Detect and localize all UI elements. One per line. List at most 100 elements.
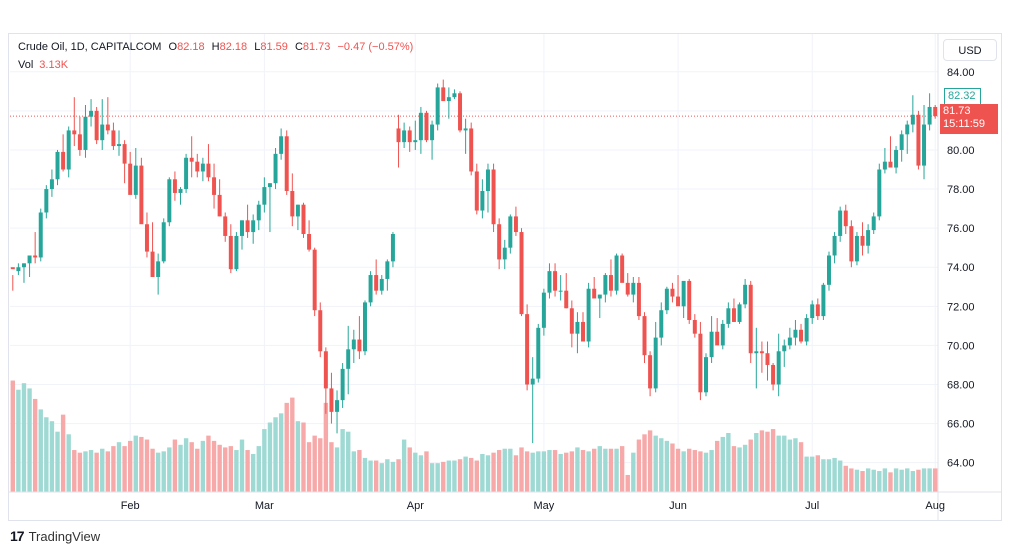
time-tick-label: Mar xyxy=(255,500,274,512)
candle-body xyxy=(759,351,764,354)
candle-body xyxy=(748,284,753,354)
candle-body xyxy=(720,323,725,346)
volume-bar xyxy=(765,431,770,492)
volume-bar xyxy=(267,422,273,492)
open-label: O xyxy=(168,41,178,53)
volume-bar xyxy=(513,455,519,492)
candle-body xyxy=(799,329,804,342)
candle-body xyxy=(72,130,77,135)
volume-bar xyxy=(865,468,871,492)
volume-bar xyxy=(558,453,563,492)
last-price-value: 81.73 xyxy=(943,105,971,117)
candle-body xyxy=(413,140,418,143)
candle-body xyxy=(335,400,340,412)
candle-body xyxy=(38,212,43,258)
volume-bar xyxy=(357,450,362,492)
volume-bar xyxy=(200,440,206,492)
candle-body xyxy=(737,304,742,322)
candle-body xyxy=(418,112,423,141)
high-price-tag: 82.32 xyxy=(944,88,981,105)
volume-bar xyxy=(793,438,798,492)
candle-body xyxy=(172,179,177,193)
volume-bar xyxy=(815,455,821,492)
candle-body xyxy=(284,136,289,191)
time-axis: Feb Mar Apr May Jun Jul Aug xyxy=(121,500,945,512)
volume-bar xyxy=(116,442,122,492)
volume-bar xyxy=(508,448,513,492)
volume-bar xyxy=(72,450,77,492)
volume-bar xyxy=(239,439,245,492)
candle-body xyxy=(100,124,105,141)
chart-frame[interactable] xyxy=(8,33,1002,521)
candle-body xyxy=(569,308,574,334)
volume-bar xyxy=(927,468,932,492)
volume-bar xyxy=(759,430,765,492)
volume-bar xyxy=(692,450,698,492)
candle-body xyxy=(200,163,205,172)
close-label: C xyxy=(294,41,303,53)
candle-body xyxy=(195,161,200,172)
candle-body xyxy=(888,161,893,168)
candle-body xyxy=(910,114,915,125)
high-label: H xyxy=(211,41,220,53)
low-label: L xyxy=(254,41,261,53)
bar-countdown: 15:11:59 xyxy=(943,118,986,130)
candle-body xyxy=(295,204,300,217)
volume-bar xyxy=(127,440,133,492)
candle-body xyxy=(804,318,809,342)
time-tick-label: Jun xyxy=(669,500,687,512)
volume-bar xyxy=(480,453,485,492)
volume-bar xyxy=(446,460,452,492)
candlesticks xyxy=(10,79,938,444)
candle-body xyxy=(480,191,485,211)
volume-bar xyxy=(189,442,194,492)
candle-body xyxy=(111,130,116,147)
candle-body xyxy=(547,271,552,293)
volume-bar xyxy=(619,446,625,492)
candle-body xyxy=(83,116,88,150)
symbol-name[interactable]: Crude Oil, 1D, CAPITALCOM xyxy=(18,41,162,53)
volume-bar xyxy=(161,451,166,492)
candle-body xyxy=(541,292,546,328)
candle-body xyxy=(776,351,781,385)
candle-body xyxy=(184,157,189,190)
volume-bar xyxy=(703,452,709,492)
candle-body xyxy=(922,124,927,166)
candle-body xyxy=(905,124,910,135)
volume-bar xyxy=(155,452,161,492)
volume-bar xyxy=(295,421,301,492)
volume-bar xyxy=(888,472,893,492)
candle-body xyxy=(933,106,938,117)
candle-body xyxy=(614,255,619,291)
candle-body xyxy=(44,189,49,213)
candle-body xyxy=(664,288,669,311)
candle-body xyxy=(866,230,871,246)
time-tick-label: Apr xyxy=(407,500,424,512)
candle-body xyxy=(128,163,133,195)
volume-bar xyxy=(541,451,547,492)
volume-bar xyxy=(720,436,725,492)
volume-bar xyxy=(323,402,329,492)
candle-body xyxy=(838,210,843,236)
candle-body xyxy=(161,222,166,262)
volume-label[interactable]: Vol xyxy=(18,59,34,71)
candle-body xyxy=(144,224,149,252)
high-value: 82.18 xyxy=(219,41,248,53)
candle-body xyxy=(351,339,356,350)
tradingview-brand[interactable]: 17 TradingView xyxy=(10,528,100,544)
candle-body xyxy=(446,97,451,102)
candle-body xyxy=(189,157,194,162)
volume-bar xyxy=(49,421,55,492)
candle-body xyxy=(318,310,323,352)
volume-bar xyxy=(469,457,474,492)
candle-body xyxy=(357,339,362,352)
price-tick-label: 80.00 xyxy=(947,145,975,157)
volume-bar xyxy=(167,447,172,492)
candle-body xyxy=(525,314,530,385)
volume-bar xyxy=(122,446,127,492)
candle-body xyxy=(452,93,457,98)
currency-button[interactable]: USD xyxy=(943,39,997,61)
volume-bar xyxy=(536,451,541,492)
candle-body xyxy=(642,316,647,356)
